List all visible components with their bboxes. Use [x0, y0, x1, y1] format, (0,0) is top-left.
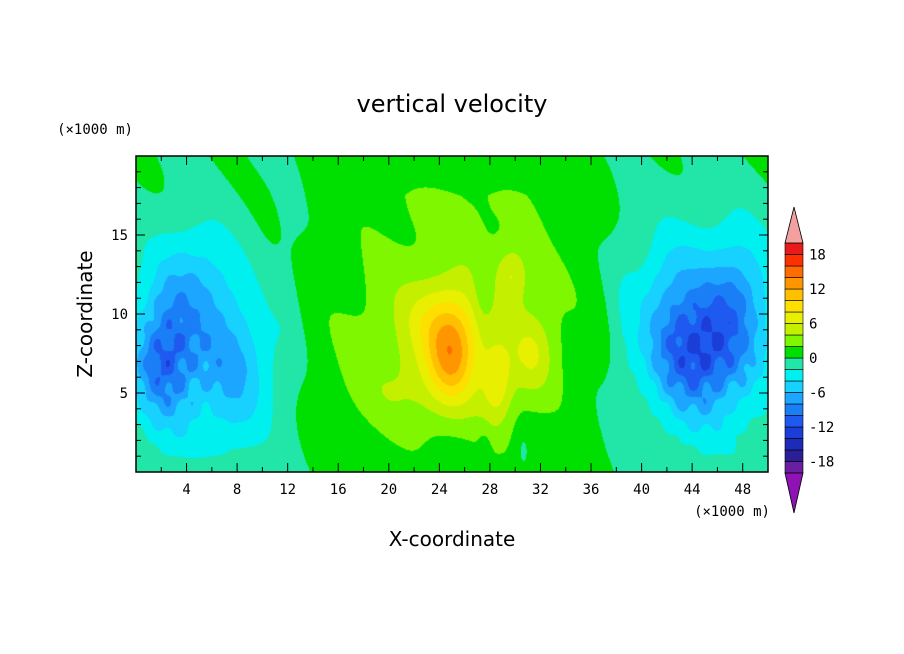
x-tick-label: 20	[380, 482, 397, 498]
colorbar-bin	[784, 242, 804, 255]
colorbar-bin	[784, 265, 804, 278]
colorbar-bin	[784, 415, 804, 428]
colorbar-bin	[784, 357, 804, 370]
colorbar-bin	[784, 346, 804, 359]
x-tick-label: 4	[182, 482, 190, 498]
colorbar-bin	[784, 254, 804, 267]
colorbar-bin	[784, 380, 804, 393]
y-tick-label: 15	[111, 228, 128, 244]
y-unit-label: (×1000 m)	[57, 122, 133, 138]
x-tick-label: 28	[481, 482, 498, 498]
x-tick-label: 8	[233, 482, 241, 498]
colorbar-bin	[784, 369, 804, 382]
colorbar-bin	[784, 323, 804, 336]
y-axis: 5 10 15	[111, 171, 768, 457]
colorbar-bin	[784, 300, 804, 313]
colorbar-bin	[784, 461, 804, 474]
chart-title: vertical velocity	[357, 90, 548, 118]
x-tick-label: 12	[279, 482, 296, 498]
x-tick-label: 40	[633, 482, 650, 498]
y-tick-label: 5	[120, 386, 128, 402]
colorbar-bin	[784, 334, 804, 347]
colorbar-tick-label: 12	[809, 282, 826, 298]
colorbar-bin	[784, 311, 804, 324]
colorbar-extend-low	[784, 472, 804, 514]
colorbar-tick-label: -12	[809, 420, 834, 436]
x-tick-label: 24	[431, 482, 448, 498]
y-tick-label: 10	[111, 307, 128, 323]
x-tick-label: 48	[734, 482, 751, 498]
x-tick-label: 44	[684, 482, 701, 498]
colorbar-tick-label: -6	[809, 386, 826, 402]
colorbar: 18 12 6 0 -6 -12 -18	[784, 206, 834, 514]
colorbar-tick-label: 6	[809, 317, 817, 333]
x-unit-label: (×1000 m)	[694, 504, 770, 520]
colorbar-bin	[784, 426, 804, 439]
x-tick-label: 16	[330, 482, 347, 498]
x-axis-title: X-coordinate	[389, 527, 516, 551]
colorbar-bin	[784, 392, 804, 405]
velocity-contour-field	[136, 156, 768, 472]
colorbar-tick-label: 18	[809, 248, 826, 264]
colorbar-bin	[784, 277, 804, 290]
colorbar-bin	[784, 438, 804, 451]
colorbar-tick-label: -18	[809, 455, 834, 471]
colorbar-tick-label: 0	[809, 351, 817, 367]
y-axis-title: Z-coordinate	[73, 250, 97, 377]
colorbar-bin	[784, 449, 804, 462]
contour-plot-area	[135, 155, 769, 473]
colorbar-bin	[784, 403, 804, 416]
x-tick-label: 32	[532, 482, 549, 498]
x-tick-label: 36	[583, 482, 600, 498]
colorbar-bin	[784, 288, 804, 301]
x-axis: 4 8 12 16 20 24 28 32 36 40 44 48	[160, 156, 751, 498]
colorbar-extend-high	[784, 206, 804, 244]
